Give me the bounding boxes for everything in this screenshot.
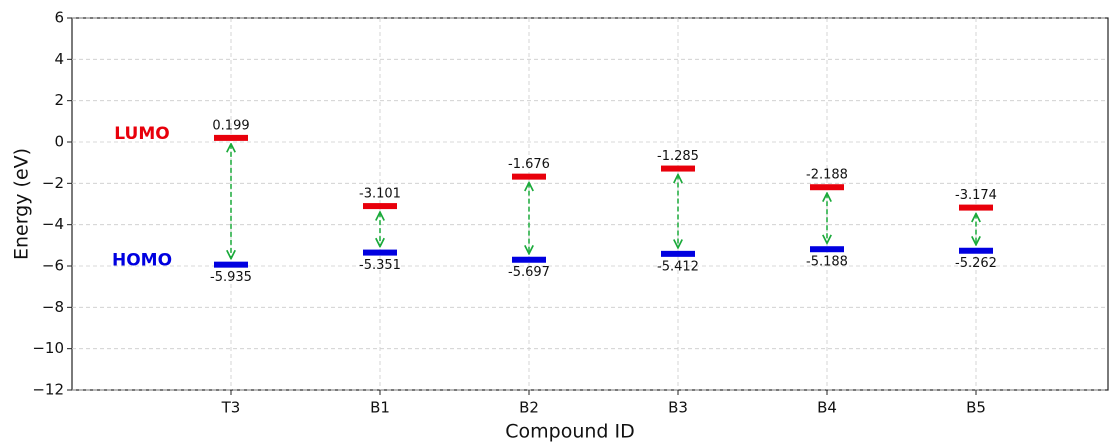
energy-level	[363, 203, 397, 210]
x-tick-label: B2	[519, 399, 539, 417]
energy-level	[661, 250, 695, 257]
y-tick-label: −6	[42, 257, 64, 275]
energy-level	[214, 134, 248, 141]
energy-level	[363, 249, 397, 256]
energy-level	[810, 246, 844, 253]
y-tick-label: −8	[42, 298, 64, 316]
value-label: -5.188	[806, 255, 848, 270]
energy-level	[959, 247, 993, 254]
x-axis-label: Compound ID	[505, 421, 635, 443]
value-label: -5.351	[359, 258, 401, 273]
series-label: HOMO	[112, 251, 172, 271]
series-label: LUMO	[114, 124, 169, 144]
value-label: -5.935	[210, 270, 252, 285]
y-tick-label: −4	[42, 215, 64, 233]
value-label: -1.676	[508, 157, 550, 172]
y-tick-label: −12	[32, 381, 64, 399]
y-tick-label: 2	[54, 91, 64, 109]
plot-frame	[71, 17, 1109, 391]
y-tick-label: 6	[54, 9, 64, 27]
value-label: -1.285	[657, 149, 699, 164]
y-tick-label: −10	[32, 339, 64, 357]
x-tick-label: B5	[966, 399, 986, 417]
y-tick-label: −2	[42, 174, 64, 192]
value-label: -5.262	[955, 256, 997, 271]
x-tick-label: T3	[221, 399, 241, 417]
value-label: -3.101	[359, 187, 401, 202]
energy-level	[810, 184, 844, 191]
energy-level	[661, 165, 695, 172]
value-label: -5.412	[657, 259, 699, 274]
energy-level	[512, 173, 546, 180]
x-tick-label: B4	[817, 399, 837, 417]
y-tick-label: 0	[54, 133, 64, 151]
energy-level	[214, 261, 248, 268]
x-tick-label: B1	[370, 399, 390, 417]
value-label: 0.199	[212, 118, 249, 133]
y-axis-label: Energy (eV)	[11, 148, 33, 260]
value-label: -2.188	[806, 168, 848, 183]
x-tick-label: B3	[668, 399, 688, 417]
value-label: -3.174	[955, 188, 997, 203]
y-tick-label: 4	[54, 50, 64, 68]
value-label: -5.697	[508, 265, 550, 280]
energy-level	[959, 204, 993, 211]
energy-level	[512, 256, 546, 263]
